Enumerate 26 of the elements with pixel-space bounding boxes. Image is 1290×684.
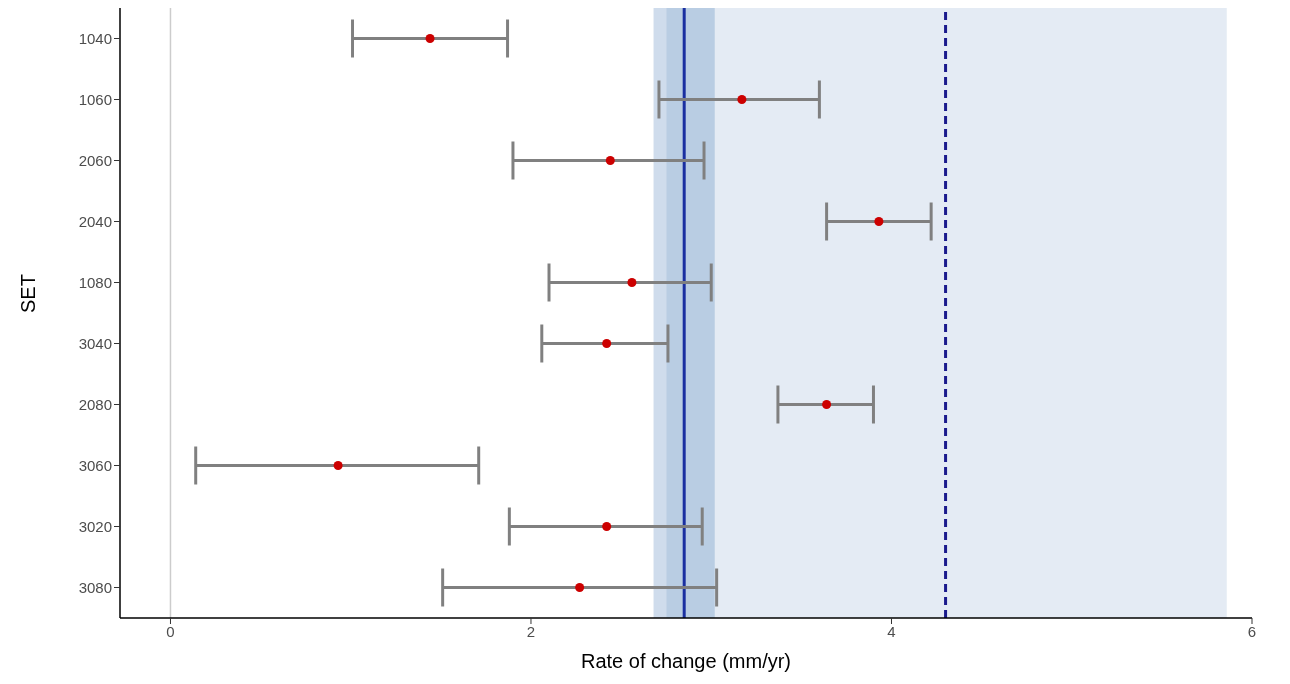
point bbox=[627, 277, 637, 288]
x-tick-label: 6 bbox=[1247, 622, 1257, 640]
y-tick-label: 3060 bbox=[78, 456, 112, 474]
y-axis-title: SET bbox=[17, 274, 40, 313]
x-tick-label: 2 bbox=[526, 622, 536, 640]
y-tick-label: 3040 bbox=[78, 334, 112, 352]
y-tick-label: 2080 bbox=[78, 395, 112, 413]
point bbox=[737, 94, 747, 105]
y-tick-label: 3020 bbox=[78, 517, 112, 535]
x-tick-label: 0 bbox=[166, 622, 175, 640]
point bbox=[874, 216, 884, 227]
y-tick-label: 2040 bbox=[78, 212, 112, 230]
point bbox=[605, 155, 615, 166]
y-tick-label: 2060 bbox=[78, 151, 112, 169]
y-tick-label: 1040 bbox=[78, 29, 112, 47]
point bbox=[333, 460, 343, 471]
point bbox=[425, 33, 435, 44]
y-tick-label: 1060 bbox=[78, 90, 112, 108]
y-tick-label: 3080 bbox=[78, 578, 112, 596]
point bbox=[575, 582, 585, 593]
point bbox=[602, 521, 612, 532]
point bbox=[602, 338, 612, 349]
x-tick-label: 4 bbox=[887, 622, 896, 640]
y-tick-label: 1080 bbox=[78, 273, 112, 291]
x-axis-title: Rate of change (mm/yr) bbox=[580, 650, 792, 672]
point bbox=[822, 399, 832, 410]
